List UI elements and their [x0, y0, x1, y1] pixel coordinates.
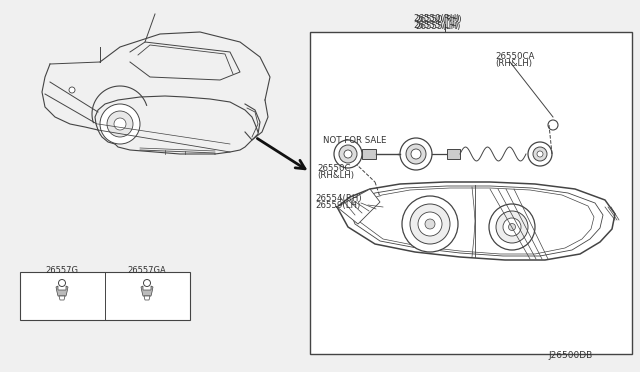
Circle shape: [528, 142, 552, 166]
Polygon shape: [447, 149, 460, 159]
Text: 26557G: 26557G: [45, 266, 79, 275]
Text: 26550(RH): 26550(RH): [415, 15, 461, 24]
Polygon shape: [141, 286, 153, 296]
Circle shape: [143, 279, 150, 286]
Circle shape: [537, 151, 543, 157]
Circle shape: [334, 140, 362, 168]
Polygon shape: [20, 272, 190, 320]
Circle shape: [496, 211, 528, 243]
Polygon shape: [310, 32, 632, 354]
Circle shape: [344, 150, 352, 158]
Circle shape: [406, 144, 426, 164]
Circle shape: [548, 120, 558, 130]
Text: J26500DB: J26500DB: [548, 351, 592, 360]
Circle shape: [509, 224, 515, 231]
Text: NOT FOR SALE: NOT FOR SALE: [323, 135, 387, 144]
Polygon shape: [56, 286, 68, 296]
Text: 26559(LH): 26559(LH): [315, 201, 360, 210]
Circle shape: [58, 279, 65, 286]
Polygon shape: [337, 182, 615, 260]
Circle shape: [425, 219, 435, 229]
Circle shape: [400, 138, 432, 170]
Text: 26550CA: 26550CA: [495, 52, 534, 61]
Polygon shape: [144, 296, 150, 300]
Text: (RH&LH): (RH&LH): [495, 59, 532, 68]
Circle shape: [69, 87, 75, 93]
Text: 26550(RH): 26550(RH): [413, 14, 460, 23]
Circle shape: [533, 147, 547, 161]
Polygon shape: [59, 296, 65, 300]
Circle shape: [489, 204, 535, 250]
Circle shape: [418, 212, 442, 236]
Circle shape: [100, 104, 140, 144]
Text: 26557GA: 26557GA: [127, 266, 166, 275]
Text: 26555(LH): 26555(LH): [415, 22, 460, 31]
Circle shape: [410, 204, 450, 244]
Circle shape: [402, 196, 458, 252]
Polygon shape: [337, 189, 380, 224]
Circle shape: [411, 149, 421, 159]
Circle shape: [114, 118, 126, 130]
Circle shape: [503, 218, 521, 236]
Text: (RH&LH): (RH&LH): [317, 171, 354, 180]
Circle shape: [107, 111, 133, 137]
Text: 26554(RH): 26554(RH): [315, 194, 362, 203]
Polygon shape: [362, 149, 376, 159]
Circle shape: [339, 145, 357, 163]
Text: 26555(LH): 26555(LH): [413, 21, 458, 30]
Text: 26550C: 26550C: [317, 164, 351, 173]
